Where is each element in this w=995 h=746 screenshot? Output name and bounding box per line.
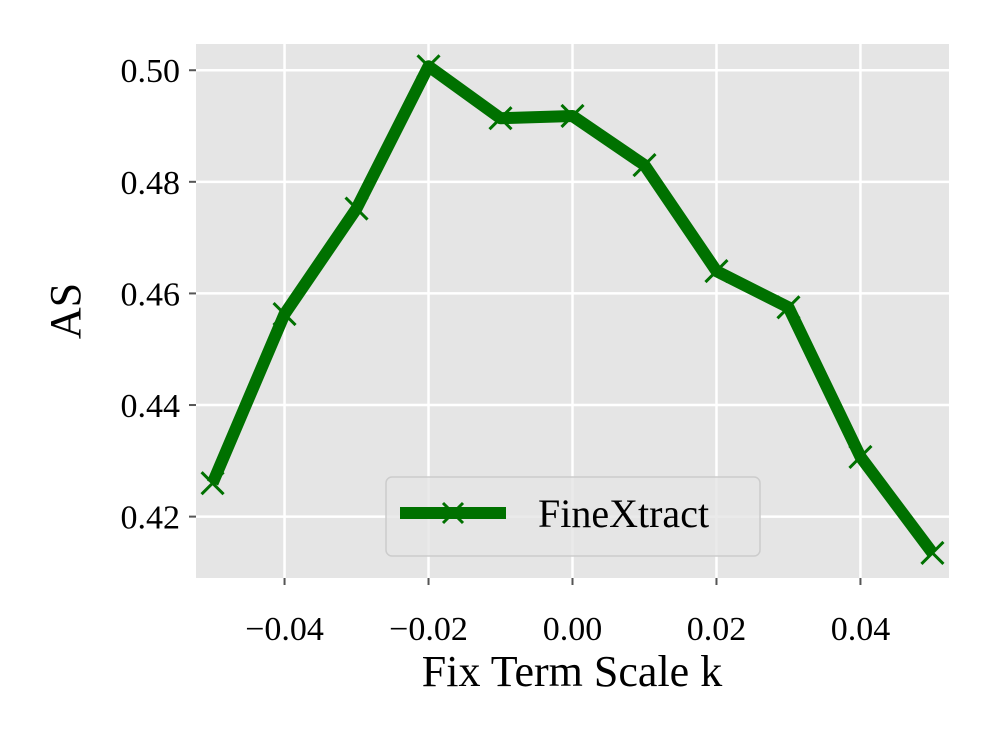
legend-x-marker-icon: [441, 501, 465, 525]
y-tick-label: 0.48: [121, 165, 181, 202]
x-tick-label: −0.04: [245, 611, 324, 648]
data-point-x-marker: [416, 54, 441, 79]
y-tick-label: 0.50: [121, 53, 181, 90]
x-tick-label: −0.02: [389, 611, 468, 648]
data-point-x-marker: [848, 444, 873, 469]
x-tick-label: 0.04: [831, 611, 891, 648]
y-tick-label: 0.42: [121, 500, 181, 537]
y-axis-label: AS: [41, 283, 90, 339]
x-tick-label: 0.02: [687, 611, 747, 648]
data-point-x-marker: [920, 540, 945, 565]
x-tick-label: 0.00: [543, 611, 603, 648]
series-layer: [200, 54, 945, 565]
tick-labels: −0.04 −0.02 0.00 0.02 0.04 0.42 0.44 0.46 0.48 0.…: [121, 53, 891, 648]
data-point-x-marker: [776, 295, 801, 320]
data-point-x-marker: [344, 196, 369, 221]
legend: FineXtract: [385, 476, 761, 557]
y-tick-label: 0.44: [121, 388, 181, 425]
data-point-x-marker: [632, 153, 657, 178]
data-point-x-marker: [560, 103, 585, 129]
y-tick-label: 0.46: [121, 276, 181, 313]
x-axis-label: Fix Term Scale k: [422, 647, 722, 696]
data-point-x-marker: [704, 259, 729, 284]
legend-label: FineXtract: [538, 491, 709, 536]
data-point-x-marker: [272, 302, 297, 327]
data-point-x-marker: [488, 106, 513, 131]
legend-box: [385, 476, 761, 557]
data-point-x-marker: [200, 471, 225, 496]
